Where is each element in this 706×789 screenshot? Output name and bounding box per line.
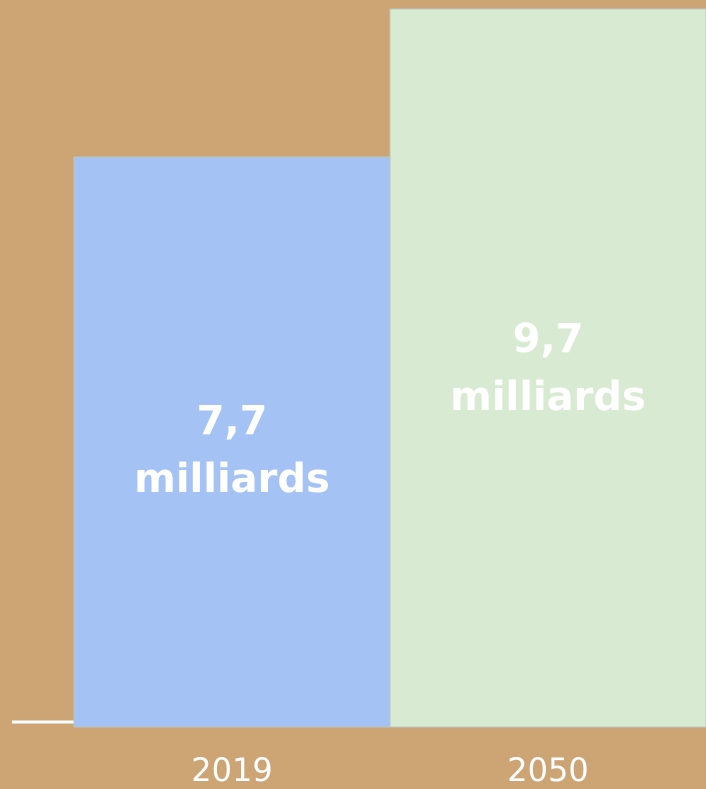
x-tick-label: 2050 <box>507 751 589 789</box>
bar <box>73 156 391 728</box>
bar <box>389 8 706 728</box>
data-label: 9,7 milliards <box>450 316 646 420</box>
data-label: 7,7 milliards <box>134 398 330 503</box>
x-tick-label: 2019 <box>191 751 273 789</box>
